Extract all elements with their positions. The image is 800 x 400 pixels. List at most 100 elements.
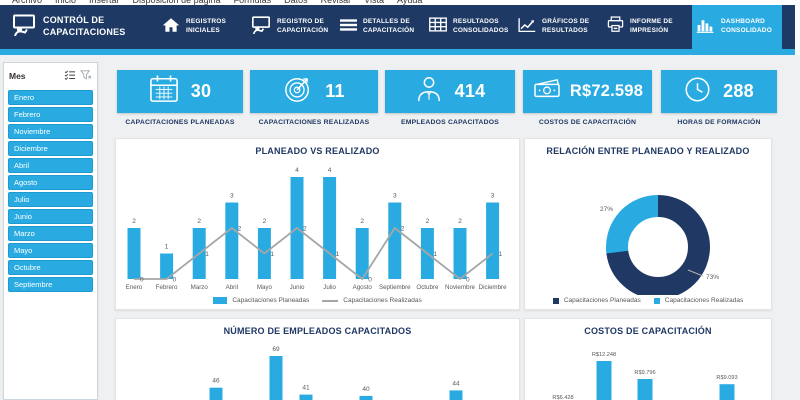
menu-item-formulas[interactable]: Fórmulas: [233, 0, 272, 5]
kpi-empleados-capacitados: 414 EMPLEADOS CAPACITADOS: [385, 70, 515, 126]
svg-text:2: 2: [132, 218, 136, 225]
slicer-item-enero[interactable]: Enero: [8, 90, 93, 105]
svg-text:69: 69: [272, 346, 280, 353]
chart-title: RELACIÓN ENTRE PLANEADO Y REALIZADO: [546, 146, 750, 156]
svg-text:1: 1: [499, 251, 503, 258]
slicer-item-diciembre[interactable]: Diciembre: [8, 141, 93, 156]
svg-text:27%: 27%: [600, 206, 613, 213]
svg-text:0: 0: [173, 277, 177, 284]
employee-icon: [415, 75, 443, 108]
tab-graficos-de-resultados[interactable]: GRÁFICOS DE RESULTADOS: [514, 5, 603, 49]
menu-item-inicio[interactable]: Inicio: [55, 0, 77, 5]
svg-text:Febrero: Febrero: [156, 284, 178, 291]
kpi-label: HORAS DE FORMACIÓN: [677, 119, 761, 126]
menu-item-archivo[interactable]: Archivo: [12, 0, 43, 5]
menu-item-disposicion[interactable]: Disposición de página: [132, 0, 221, 5]
slicer-item-febrero[interactable]: Febrero: [8, 107, 93, 122]
svg-text:1: 1: [270, 251, 274, 258]
svg-text:3: 3: [491, 193, 495, 200]
svg-text:Septiembre: Septiembre: [379, 284, 411, 291]
line-chart-icon: [518, 17, 536, 38]
tab-dashboard-consolidado[interactable]: DASHBOARD CONSOLIDADO: [692, 5, 782, 49]
svg-text:1: 1: [205, 251, 209, 258]
kpi-value: 288: [723, 81, 754, 101]
kpi-value: 30: [190, 81, 212, 101]
clock-icon: [684, 76, 711, 108]
svg-text:4: 4: [295, 167, 299, 174]
svg-text:Mayo: Mayo: [257, 284, 273, 291]
training-board-icon: [12, 14, 36, 41]
svg-text:2: 2: [238, 226, 242, 233]
home-icon: [162, 17, 180, 38]
kpi-label: CAPACITACIONES REALIZADAS: [258, 119, 370, 126]
relacion-planeado-realizado-card: RELACIÓN ENTRE PLANEADO Y REALIZADO 27% 7…: [524, 138, 772, 310]
slicer-item-noviembre[interactable]: Noviembre: [8, 124, 93, 139]
slicer-item-junio[interactable]: Junio: [8, 209, 93, 224]
slicer-item-octubre[interactable]: Octubre: [8, 260, 93, 275]
multiselect-icon[interactable]: [64, 67, 76, 85]
app-title: CONTRÓL DE CAPACITACIONES: [43, 15, 126, 37]
nav-bar: CONTRÓL DE CAPACITACIONES REGISTROS INICI…: [0, 5, 800, 49]
tab-informe-de-impresion[interactable]: INFORME DE IMPRESIÓN: [603, 5, 692, 49]
money-icon: [532, 77, 562, 106]
target-icon: [283, 75, 313, 108]
svg-text:R$9.796: R$9.796: [634, 370, 655, 376]
svg-text:R$6.428: R$6.428: [552, 395, 573, 400]
menu-item-vista[interactable]: Vista: [364, 0, 385, 5]
menu-item-revisar[interactable]: Revisar: [320, 0, 352, 5]
svg-text:R$12.248: R$12.248: [592, 352, 616, 358]
menu-lines-icon: [340, 18, 357, 37]
menu-item-insertar[interactable]: Insertar: [89, 0, 120, 5]
svg-text:44: 44: [452, 380, 460, 387]
kpi-costos-de-capacitacion: R$72.598 COSTOS DE CAPACITACIÓN: [523, 70, 652, 126]
chart-title: NÚMERO DE EMPLEADOS CAPACITADOS: [223, 326, 412, 336]
svg-text:41: 41: [302, 385, 310, 392]
tab-detalles-de-capacitacion[interactable]: DETALLES DE CAPACITACIÓN: [336, 5, 425, 49]
svg-text:1: 1: [336, 251, 340, 258]
svg-text:73%: 73%: [706, 274, 719, 281]
kpi-horas-de-formacion: 288 HORAS DE FORMACIÓN: [661, 70, 777, 126]
svg-text:Enero: Enero: [126, 284, 143, 291]
slicer-item-agosto[interactable]: Agosto: [8, 175, 93, 190]
planeado-vs-realizado-chart: 2 1 2 3 2 4 4 2 3 2 2 3 0 0 1 2 1 2 1 0 2 1 0 1 Enero Febrero Marz…: [116, 161, 519, 298]
bar-chart-icon: [696, 17, 715, 38]
svg-text:Julio: Julio: [323, 284, 336, 291]
tab-registros-iniciales[interactable]: REGISTROS INICIALES: [158, 5, 247, 49]
svg-text:2: 2: [426, 218, 430, 225]
menu-item-datos[interactable]: Datos: [284, 0, 308, 5]
tab-registro-de-capacitacion[interactable]: REGISTRO DE CAPACITACIÓN: [247, 5, 336, 49]
table-grid-icon: [429, 17, 447, 37]
chart-title: PLANEADO VS REALIZADO: [255, 146, 380, 156]
printer-icon: [607, 16, 624, 38]
clear-filter-icon[interactable]: [80, 67, 92, 85]
svg-text:2: 2: [401, 226, 405, 233]
svg-text:Noviembre: Noviembre: [445, 284, 475, 291]
slicer-item-julio[interactable]: Julio: [8, 192, 93, 207]
tab-resultados-consolidados[interactable]: RESULTADOS CONSOLIDADOS: [425, 5, 514, 49]
slicer-item-septiembre[interactable]: Septiembre: [8, 277, 93, 292]
svg-text:1: 1: [433, 251, 437, 258]
chart-legend: Capacitaciones Planeadas Capacitaciones R…: [116, 297, 519, 304]
svg-text:Agosto: Agosto: [353, 284, 373, 291]
chart-legend: Capacitaciones Planeadas Capacitaciones R…: [525, 297, 771, 304]
svg-text:2: 2: [263, 218, 267, 225]
month-slicer: Mes Enero Febrero Noviembre Diciembre Ab…: [3, 62, 98, 400]
costos-capacitacion-card: COSTOS DE CAPACITACIÓN R$6.428 R$12.248 R$…: [524, 318, 772, 400]
svg-text:2: 2: [197, 218, 201, 225]
brand: CONTRÓL DE CAPACITACIONES: [0, 14, 158, 41]
svg-text:Marzo: Marzo: [191, 284, 209, 291]
slicer-item-marzo[interactable]: Marzo: [8, 226, 93, 241]
kpi-label: EMPLEADOS CAPACITADOS: [401, 119, 499, 126]
svg-text:0: 0: [140, 277, 144, 284]
slicer-item-abril[interactable]: Abril: [8, 158, 93, 173]
slicer-title: Mes: [9, 71, 26, 81]
relacion-donut-chart: 27% 73%: [525, 159, 771, 300]
svg-text:0: 0: [368, 277, 372, 284]
menu-item-ayuda[interactable]: Ayuda: [397, 0, 423, 5]
svg-text:R$9.093: R$9.093: [716, 375, 737, 381]
svg-text:Octubre: Octubre: [416, 284, 439, 291]
ribbon-menu-bar: Archivo Inicio Insertar Disposición de p…: [0, 0, 800, 5]
slicer-item-mayo[interactable]: Mayo: [8, 243, 93, 258]
